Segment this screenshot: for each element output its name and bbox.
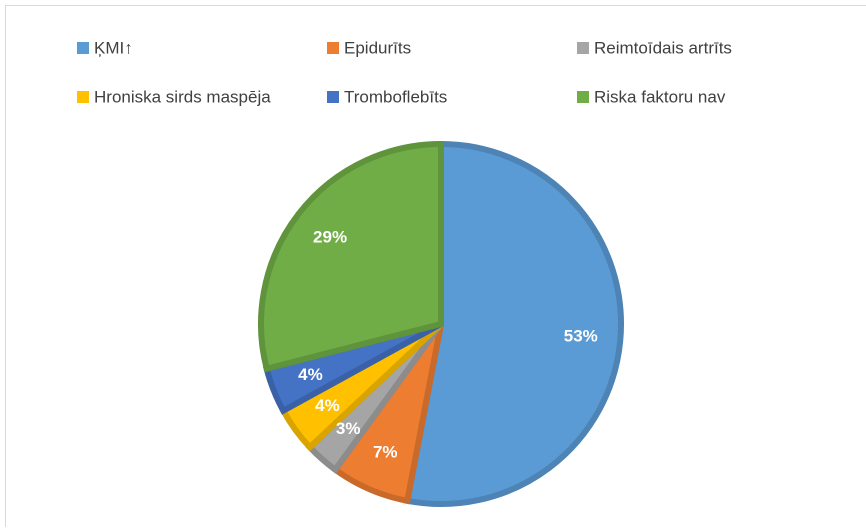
legend-swatch (77, 42, 89, 54)
legend-label: Reimtoīdais artrīts (594, 38, 732, 57)
data-label: 29% (313, 227, 347, 246)
legend-label: ĶMI↑ (94, 38, 133, 57)
data-label: 53% (564, 327, 598, 346)
legend-label: Epidurīts (344, 38, 411, 57)
legend-swatch (327, 91, 339, 103)
data-label: 7% (373, 442, 398, 461)
legend-swatch (577, 91, 589, 103)
data-label: 4% (315, 396, 340, 415)
legend-swatch (327, 42, 339, 54)
data-label: 3% (336, 419, 361, 438)
legend-swatch (577, 42, 589, 54)
legend-label: Riska faktoru nav (594, 87, 726, 106)
legend-swatch (77, 91, 89, 103)
legend-label: Hroniska sirds maspēja (94, 87, 271, 106)
legend-label: Tromboflebīts (344, 87, 447, 106)
data-label: 4% (298, 365, 323, 384)
